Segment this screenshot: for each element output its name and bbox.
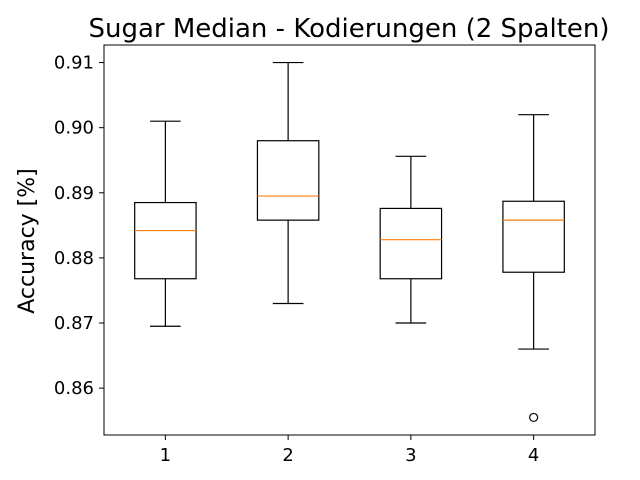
box-4 <box>502 114 565 423</box>
box-1 <box>134 120 197 327</box>
y-axis-label: Accuracy [%] <box>15 168 40 314</box>
x-tick-label: 2 <box>282 445 293 466</box>
x-tick-label: 1 <box>160 445 171 466</box>
box-2 <box>256 61 320 305</box>
box-rect <box>134 201 197 280</box>
box-3 <box>379 155 443 324</box>
x-tick-label: 4 <box>528 445 539 466</box>
chart-title: Sugar Median - Kodierungen (2 Spalten) <box>88 14 609 44</box>
y-tick-label: 0.90 <box>54 118 94 139</box>
y-tick-label: 0.88 <box>54 248 94 269</box>
y-tick-label: 0.86 <box>54 378 94 399</box>
y-tick-label: 0.87 <box>54 313 94 334</box>
y-tick-label: 0.89 <box>54 183 94 204</box>
y-tick-label: 0.91 <box>54 53 94 74</box>
box-rect <box>502 200 565 273</box>
box-rect <box>379 207 443 280</box>
outlier-point <box>529 412 539 423</box>
plot-area: 0.86 0.87 0.88 0.89 0.90 0.91 1 2 3 4 <box>54 44 596 466</box>
box-rect <box>256 140 320 221</box>
x-tick-label: 3 <box>405 445 416 466</box>
plot-frame <box>103 44 596 436</box>
